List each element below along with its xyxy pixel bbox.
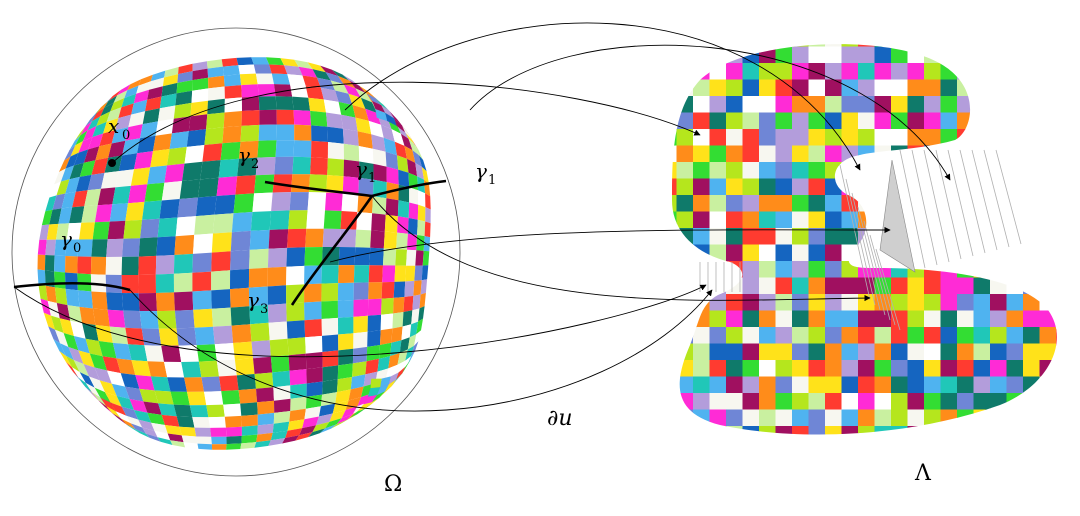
svg-text:γ: γ xyxy=(60,227,72,251)
gamma1-curve xyxy=(371,179,447,198)
omega-checkerboard xyxy=(37,57,431,450)
svg-text:0: 0 xyxy=(73,241,81,256)
gamma0-label: γ 0 xyxy=(60,227,81,256)
omega-boundary xyxy=(11,27,461,477)
singular-set xyxy=(13,179,447,306)
gamma1-inner-label: γ 1 xyxy=(355,157,376,186)
gamma2-curve xyxy=(264,180,373,198)
svg-text:0: 0 xyxy=(122,128,130,143)
shaded-triangle xyxy=(879,159,916,273)
svg-text:1: 1 xyxy=(488,173,496,188)
svg-text:1: 1 xyxy=(368,171,376,186)
gamma2-label: γ 2 xyxy=(238,143,259,172)
svg-text:3: 3 xyxy=(260,302,268,317)
gamma0-curve xyxy=(13,281,131,292)
svg-text:x: x xyxy=(108,114,119,138)
lambda-label: Λ xyxy=(914,461,932,486)
svg-text:2: 2 xyxy=(251,157,259,172)
gamma3-curve xyxy=(290,195,374,306)
x0-label: x 0 xyxy=(108,114,130,143)
svg-text:γ: γ xyxy=(475,159,487,183)
svg-text:γ: γ xyxy=(238,143,250,167)
gamma3-label: γ 3 xyxy=(247,288,268,317)
gamma1-outer-label: γ 1 xyxy=(475,159,496,188)
hatching-lines xyxy=(699,149,1022,331)
omega-label: Ω xyxy=(384,472,402,497)
svg-text:γ: γ xyxy=(355,157,367,181)
svg-text:γ: γ xyxy=(247,288,259,312)
map-label: ∂u xyxy=(547,406,573,431)
mapping-arrows xyxy=(13,22,951,412)
